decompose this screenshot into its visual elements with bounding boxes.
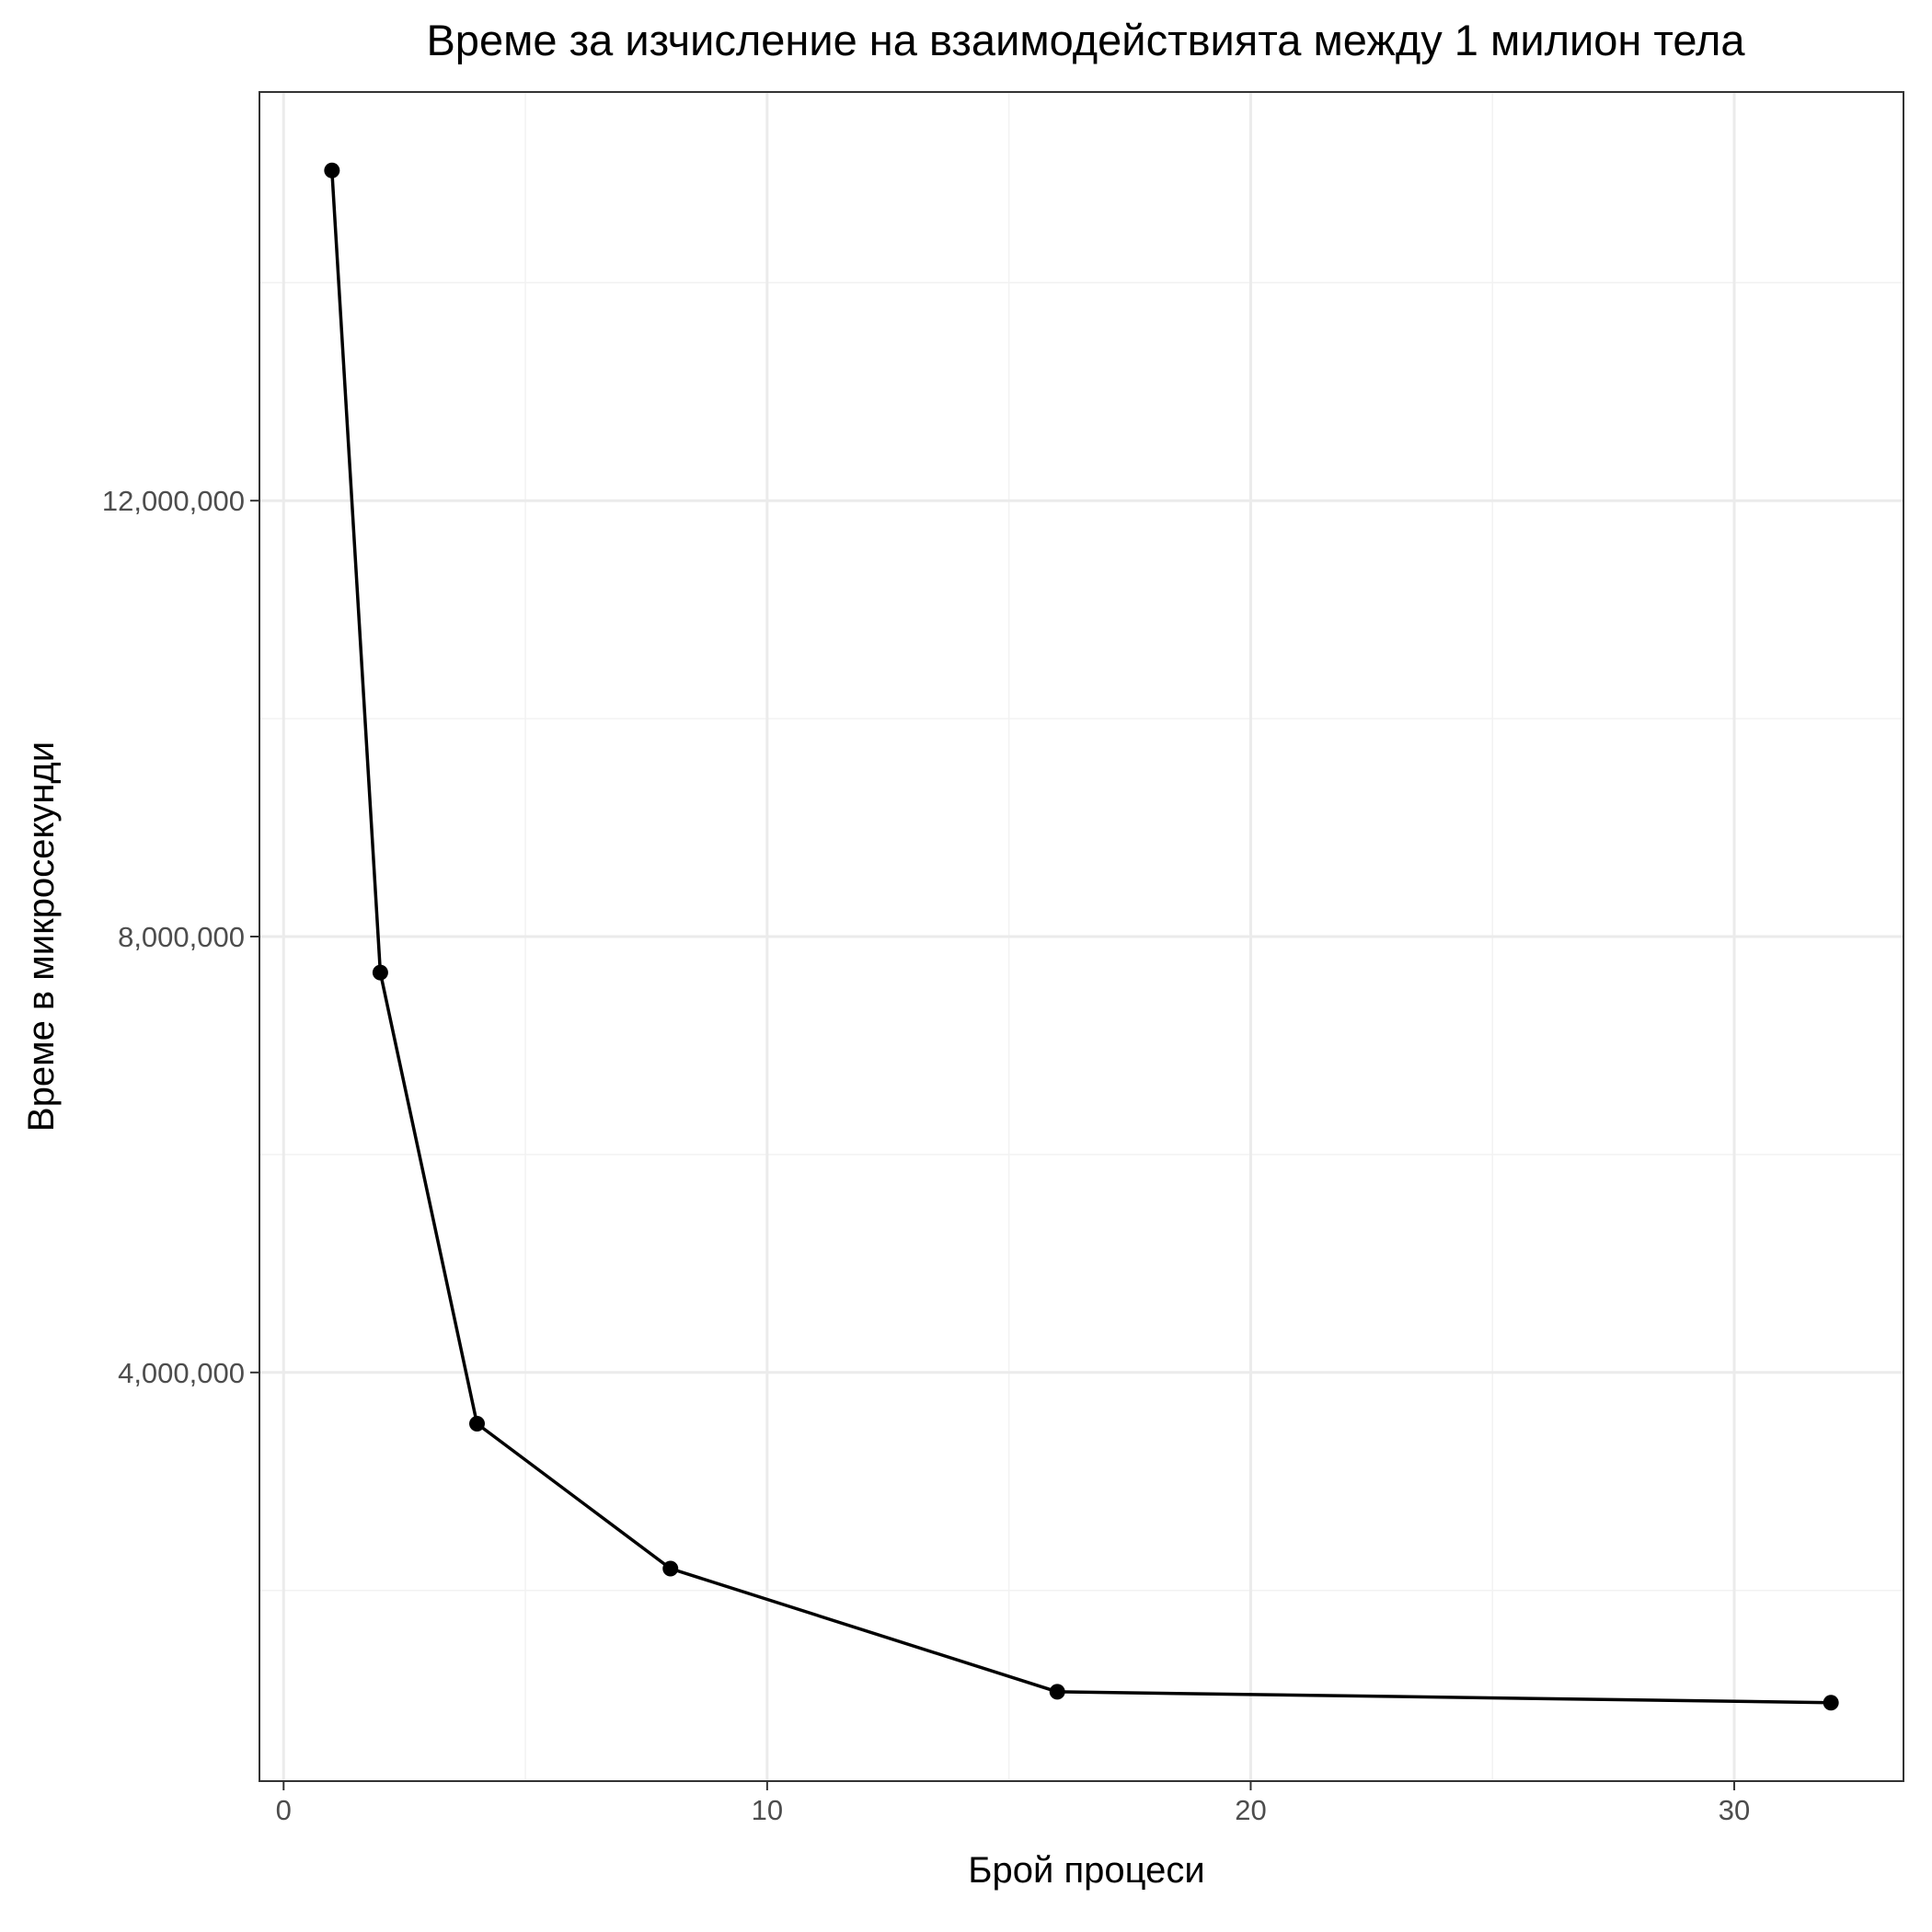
data-series: [324, 162, 1839, 1711]
y-tick-label: 12,000,000: [102, 485, 245, 517]
y-axis-label: Време в микросекунди: [21, 742, 62, 1132]
y-tick-label: 4,000,000: [118, 1357, 245, 1389]
x-tick-label: 0: [276, 1794, 292, 1826]
data-point: [1823, 1695, 1839, 1711]
axis-tick-labels: 0 10 20 30 4,000,000 8,000,000 12,000,000: [102, 485, 1750, 1826]
x-tick-label: 10: [752, 1794, 783, 1826]
data-point: [469, 1415, 486, 1432]
data-point: [324, 162, 340, 178]
x-tick-label: 30: [1719, 1794, 1750, 1826]
series-line: [330, 170, 1832, 1705]
data-point: [372, 964, 388, 981]
x-axis-label: Брой процеси: [968, 1850, 1204, 1891]
data-point: [1049, 1684, 1065, 1700]
x-tick-label: 20: [1235, 1794, 1266, 1826]
data-point: [662, 1560, 679, 1577]
chart-title: Време за изчисление на взаимодействията …: [426, 16, 1745, 64]
y-tick-label: 8,000,000: [118, 921, 245, 953]
axis-ticks: [250, 500, 1736, 1790]
major-gridlines: [259, 92, 1903, 1781]
